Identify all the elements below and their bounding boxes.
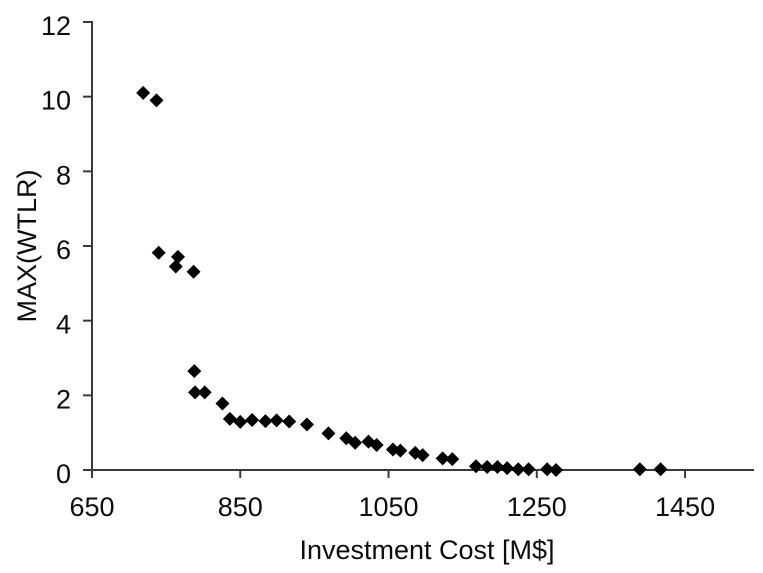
data-point-diamond (415, 448, 430, 463)
data-point-diamond (186, 264, 201, 279)
x-tick-label: 850 (218, 492, 263, 522)
data-point-diamond (480, 460, 495, 475)
data-point-diamond (521, 462, 536, 477)
data-point-diamond (149, 93, 164, 108)
data-point-diamond (445, 452, 460, 467)
data-point-diamond (490, 460, 505, 475)
y-tick-label: 12 (41, 11, 71, 41)
y-tick-label: 4 (56, 310, 71, 340)
x-tick-label: 1050 (358, 492, 418, 522)
data-point-diamond (168, 259, 183, 274)
data-point-diamond (136, 85, 151, 100)
y-tick-label: 0 (56, 459, 71, 489)
data-point-diamond (222, 411, 237, 426)
data-point-diamond (197, 385, 212, 400)
y-tick-label: 10 (41, 86, 71, 116)
data-point-diamond (435, 451, 450, 466)
plot-axes: 650 850 1050 1250 1450 0 2 4 6 8 10 12 (41, 11, 754, 522)
y-tick-label: 2 (56, 384, 71, 414)
data-point-diamond (469, 459, 484, 474)
data-point-diamond (233, 414, 248, 429)
data-point-diamond (540, 462, 555, 477)
data-point-diamond (653, 462, 668, 477)
data-point-diamond (369, 437, 384, 452)
data-point-diamond (393, 443, 408, 458)
y-axis-title: MAX(WTLR) (12, 170, 42, 323)
y-tick-label: 6 (56, 235, 71, 265)
data-point-diamond (299, 417, 314, 432)
data-point-diamond (321, 426, 336, 441)
y-tick-label: 8 (56, 160, 71, 190)
x-tick-label: 1450 (655, 492, 715, 522)
data-point-diamond (215, 396, 230, 411)
data-point-diamond (632, 462, 647, 477)
data-point-diamond (170, 249, 185, 264)
data-point-diamond (269, 413, 284, 428)
plot-points (136, 85, 668, 477)
data-point-diamond (245, 412, 260, 427)
x-tick-label: 650 (69, 492, 114, 522)
data-point-diamond (151, 245, 166, 260)
x-axis-title: Investment Cost [M$] (299, 535, 554, 565)
data-point-diamond (500, 461, 515, 476)
data-point-diamond (258, 414, 273, 429)
data-point-diamond (549, 463, 564, 477)
data-point-diamond (282, 414, 297, 429)
data-point-diamond (511, 462, 526, 477)
data-point-diamond (348, 435, 363, 450)
data-point-diamond (188, 385, 203, 400)
x-tick-label: 1250 (507, 492, 567, 522)
data-point-diamond (187, 364, 202, 379)
